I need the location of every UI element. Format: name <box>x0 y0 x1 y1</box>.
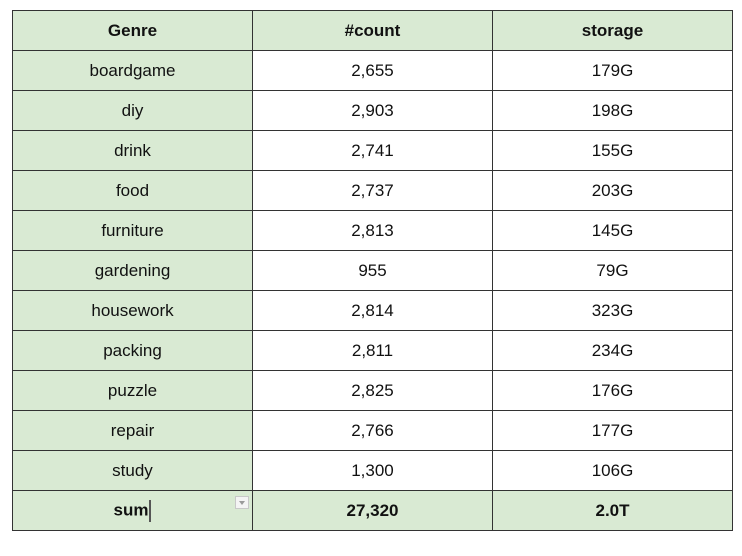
table-row: packing 2,811 234G <box>12 330 733 371</box>
storage-cell[interactable]: 198G <box>492 90 733 131</box>
storage-cell[interactable]: 176G <box>492 370 733 411</box>
count-cell[interactable]: 2,737 <box>252 170 493 211</box>
genre-cell[interactable]: puzzle <box>12 370 253 411</box>
count-cell[interactable]: 2,813 <box>252 210 493 251</box>
table-row: boardgame 2,655 179G <box>12 50 733 91</box>
dropdown-arrow-icon[interactable] <box>235 496 249 509</box>
sum-count-cell[interactable]: 27,320 <box>252 490 493 531</box>
count-cell[interactable]: 2,766 <box>252 410 493 451</box>
genre-cell[interactable]: gardening <box>12 250 253 291</box>
count-cell[interactable]: 955 <box>252 250 493 291</box>
storage-cell[interactable]: 323G <box>492 290 733 331</box>
table-row: drink 2,741 155G <box>12 130 733 171</box>
genre-cell[interactable]: study <box>12 450 253 491</box>
genre-cell[interactable]: boardgame <box>12 50 253 91</box>
genre-cell[interactable]: housework <box>12 290 253 331</box>
table-row: puzzle 2,825 176G <box>12 370 733 411</box>
header-storage[interactable]: storage <box>492 10 733 51</box>
sum-label: sum <box>113 499 149 519</box>
storage-cell[interactable]: 203G <box>492 170 733 211</box>
genre-cell[interactable]: repair <box>12 410 253 451</box>
genre-cell[interactable]: drink <box>12 130 253 171</box>
genre-cell[interactable]: food <box>12 170 253 211</box>
genre-table: Genre #count storage boardgame 2,655 179… <box>12 10 733 531</box>
storage-cell[interactable]: 234G <box>492 330 733 371</box>
sum-row: sum 27,320 2.0T <box>12 490 733 531</box>
spreadsheet-area: Genre #count storage boardgame 2,655 179… <box>12 10 733 531</box>
table-row: food 2,737 203G <box>12 170 733 211</box>
count-cell[interactable]: 2,741 <box>252 130 493 171</box>
storage-cell[interactable]: 177G <box>492 410 733 451</box>
count-cell[interactable]: 2,811 <box>252 330 493 371</box>
table-row: repair 2,766 177G <box>12 410 733 451</box>
storage-cell[interactable]: 145G <box>492 210 733 251</box>
genre-cell[interactable]: packing <box>12 330 253 371</box>
storage-cell[interactable]: 79G <box>492 250 733 291</box>
table-row: study 1,300 106G <box>12 450 733 491</box>
header-count[interactable]: #count <box>252 10 493 51</box>
header-genre[interactable]: Genre <box>12 10 253 51</box>
table-row: diy 2,903 198G <box>12 90 733 131</box>
count-cell[interactable]: 2,825 <box>252 370 493 411</box>
count-cell[interactable]: 1,300 <box>252 450 493 491</box>
count-cell[interactable]: 2,814 <box>252 290 493 331</box>
count-cell[interactable]: 2,903 <box>252 90 493 131</box>
storage-cell[interactable]: 106G <box>492 450 733 491</box>
storage-cell[interactable]: 179G <box>492 50 733 91</box>
genre-cell[interactable]: diy <box>12 90 253 131</box>
storage-cell[interactable]: 155G <box>492 130 733 171</box>
table-row: gardening 955 79G <box>12 250 733 291</box>
text-cursor <box>149 499 152 522</box>
header-row: Genre #count storage <box>12 10 733 51</box>
count-cell[interactable]: 2,655 <box>252 50 493 91</box>
table-row: furniture 2,813 145G <box>12 210 733 251</box>
table-row: housework 2,814 323G <box>12 290 733 331</box>
sum-label-cell[interactable]: sum <box>12 490 253 531</box>
genre-cell[interactable]: furniture <box>12 210 253 251</box>
sum-storage-cell[interactable]: 2.0T <box>492 490 733 531</box>
